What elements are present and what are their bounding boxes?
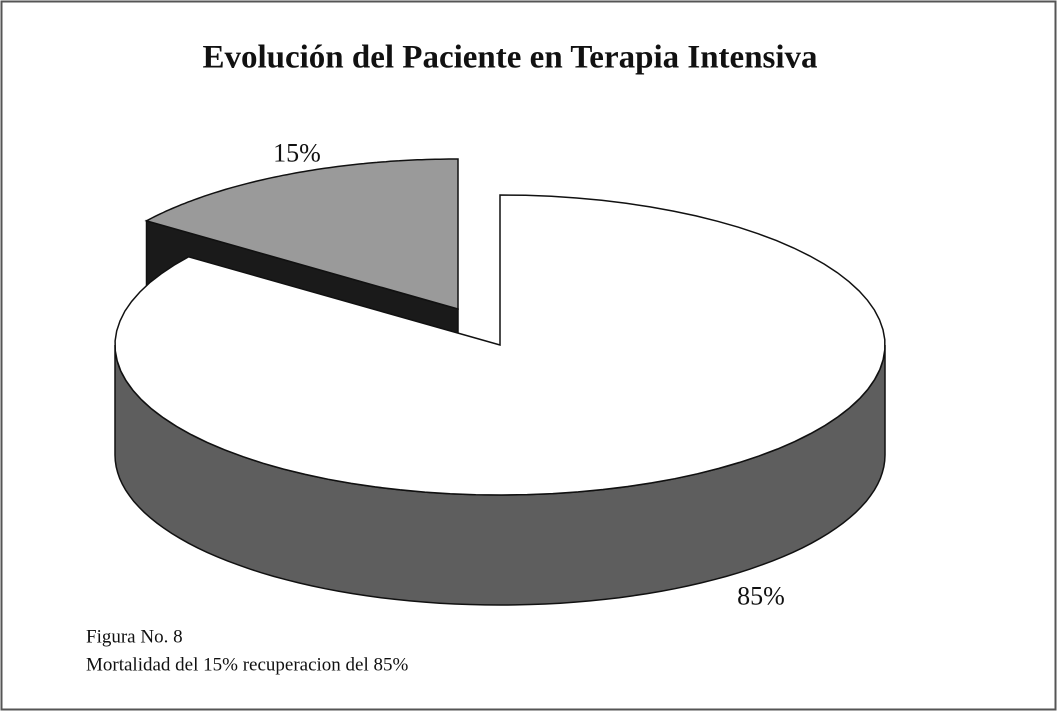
caption: Figura No. 8 bbox=[86, 626, 183, 647]
slice bbox=[144, 158, 459, 310]
chart-title: Evolución del Paciente en Terapia Intens… bbox=[202, 40, 817, 76]
data-label: 15% bbox=[273, 138, 321, 167]
data-label: 85% bbox=[737, 582, 785, 611]
slice bbox=[114, 194, 886, 496]
caption: Mortalidad del 15% recuperacion del 85% bbox=[86, 654, 409, 675]
